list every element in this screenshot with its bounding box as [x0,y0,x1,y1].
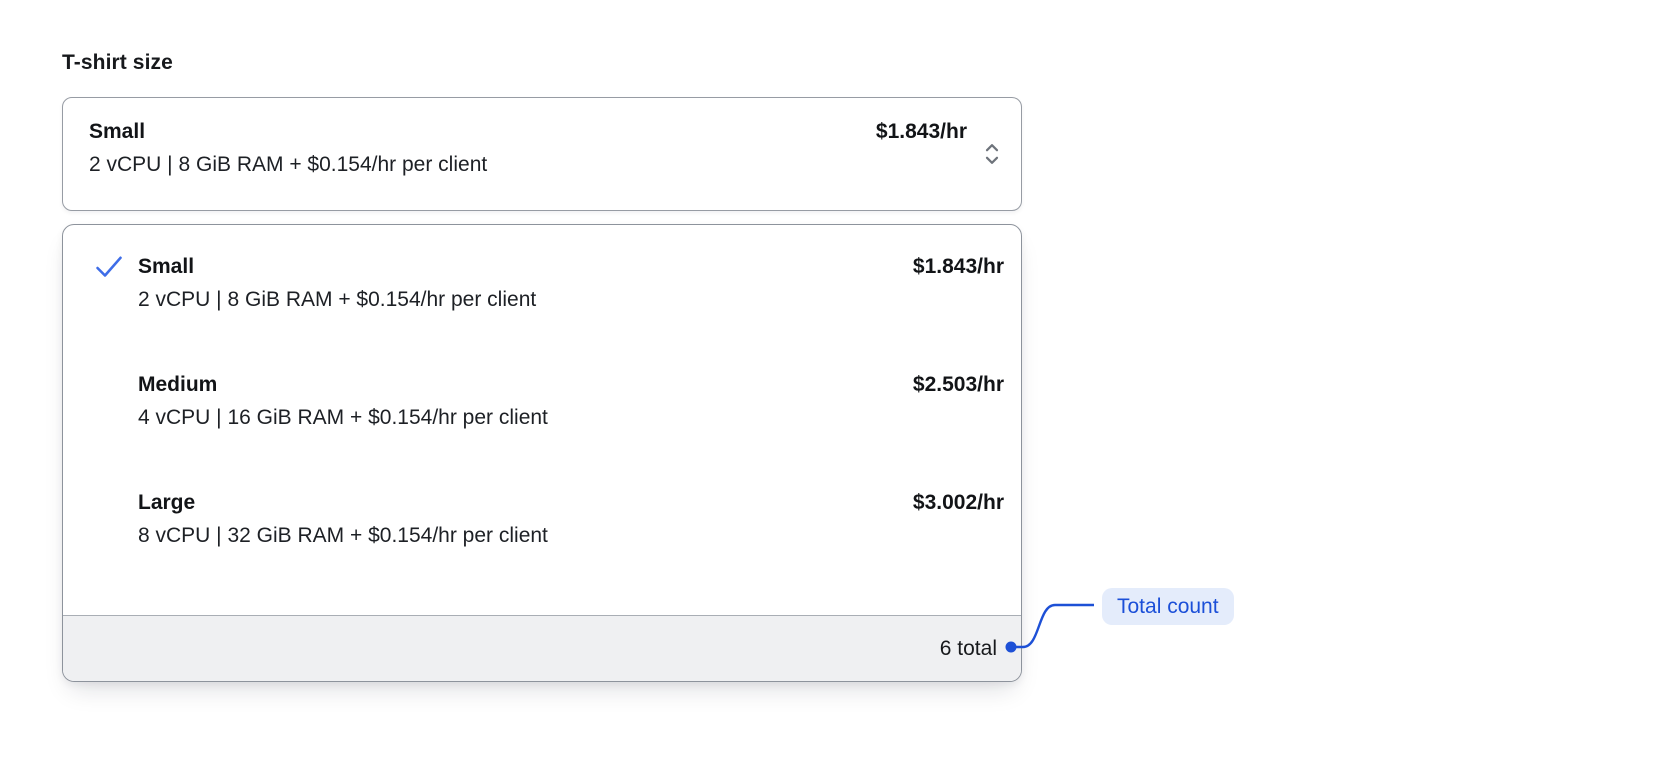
option-price: $2.503/hr [912,373,1004,396]
option-description: 4 vCPU | 16 GiB RAM + $0.154/hr per clie… [138,406,548,429]
option-label: Small [138,255,195,278]
option-price: $3.002/hr [912,491,1004,514]
annotation-total-count: Total count [1102,588,1234,625]
option-small[interactable]: Small 2 vCPU | 8 GiB RAM + $0.154/hr per… [63,225,1021,343]
chevron-up-down-icon [983,142,1001,166]
field-label: T-shirt size [62,51,173,74]
dropdown-footer: 6 total [63,615,1021,681]
selected-option-price: $1.843/hr [875,120,967,143]
check-icon [95,255,123,279]
tshirt-size-field: T-shirt size Small 2 vCPU | 8 GiB RAM + … [62,50,1022,682]
option-price: $1.843/hr [912,255,1004,278]
option-large[interactable]: Large 8 vCPU | 32 GiB RAM + $0.154/hr pe… [63,461,1021,579]
option-label: Medium [138,373,218,396]
annotation-label: Total count [1117,594,1219,618]
total-count-text: 6 total [939,636,997,660]
option-label: Large [138,491,196,514]
selected-option-label: Small [89,120,146,143]
option-description: 8 vCPU | 32 GiB RAM + $0.154/hr per clie… [138,524,548,547]
selected-option-description: 2 vCPU | 8 GiB RAM + $0.154/hr per clien… [89,153,488,176]
size-select-trigger[interactable]: Small 2 vCPU | 8 GiB RAM + $0.154/hr per… [62,97,1022,211]
option-description: 2 vCPU | 8 GiB RAM + $0.154/hr per clien… [138,288,537,311]
size-select-dropdown: Small 2 vCPU | 8 GiB RAM + $0.154/hr per… [62,224,1022,682]
option-medium[interactable]: Medium 4 vCPU | 16 GiB RAM + $0.154/hr p… [63,343,1021,461]
option-list: Small 2 vCPU | 8 GiB RAM + $0.154/hr per… [63,225,1021,615]
